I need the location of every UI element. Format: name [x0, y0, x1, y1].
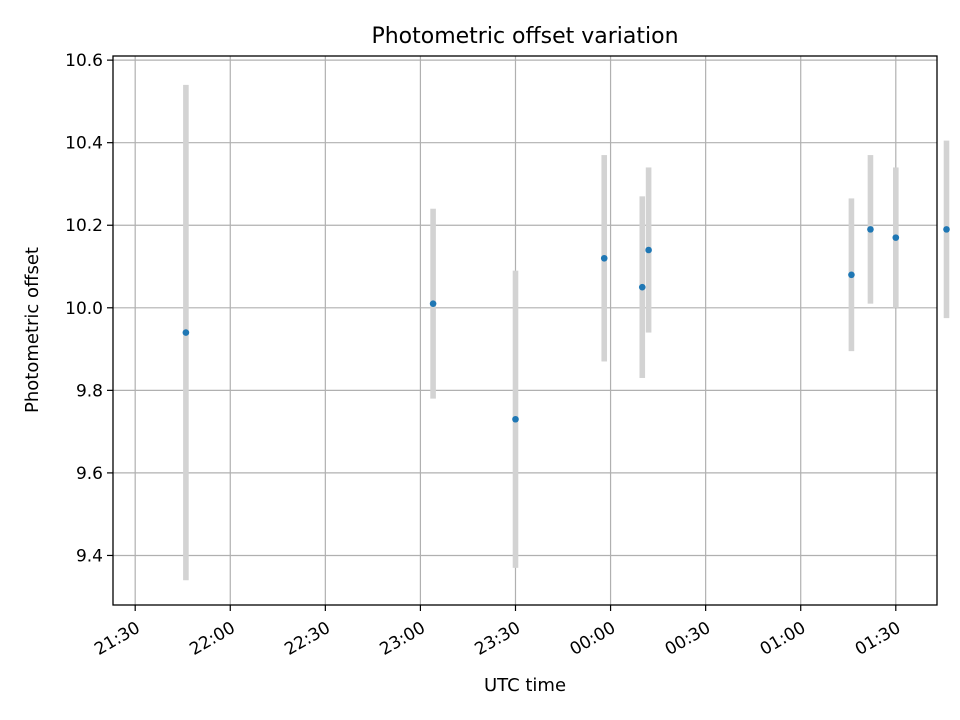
x-tick-label: 21:30 [91, 618, 143, 660]
x-axis-label: UTC time [484, 675, 566, 696]
point-group [182, 226, 950, 423]
x-tick-label: 01:30 [852, 618, 904, 660]
data-point [848, 271, 855, 279]
data-point [182, 329, 190, 336]
data-point [645, 246, 652, 254]
y-tick-label: 9.6 [76, 464, 103, 484]
chart-title: Photometric offset variation [371, 24, 678, 49]
x-tick-label: 01:00 [757, 618, 809, 660]
y-axis-ticks: 9.4 9.6 9.8 10.0 10.2 10.4 10.6 [65, 51, 113, 566]
y-axis-label: Photometric offset [22, 247, 43, 413]
x-tick-label: 22:00 [186, 618, 238, 660]
data-point [429, 300, 437, 307]
y-tick-label: 9.8 [76, 381, 103, 401]
data-point [638, 283, 646, 291]
y-tick-label: 10.6 [65, 51, 103, 71]
data-point [600, 254, 608, 262]
data-point [867, 226, 874, 233]
y-tick-label: 10.2 [65, 216, 103, 236]
plot-background [113, 56, 937, 605]
x-axis-ticks: 21:30 22:00 22:30 23:00 23:30 00:00 00:30 01:00… [91, 605, 904, 660]
y-tick-label: 10.0 [65, 299, 103, 319]
x-tick-label: 00:30 [662, 618, 714, 660]
x-tick-label: 23:00 [376, 618, 428, 660]
y-tick-label: 9.4 [76, 546, 103, 566]
x-tick-label: 23:30 [472, 618, 524, 660]
x-tick-label: 00:00 [567, 618, 619, 660]
data-point [943, 226, 950, 233]
y-tick-label: 10.4 [65, 134, 103, 154]
data-point [512, 415, 519, 423]
data-point [892, 234, 900, 241]
plot-frame [112, 55, 938, 606]
x-tick-label: 22:30 [281, 618, 333, 660]
